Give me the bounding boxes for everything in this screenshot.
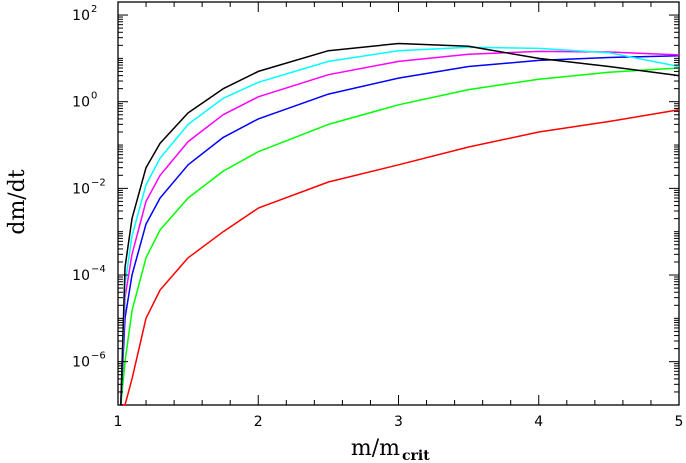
y-tick-label: 10 bbox=[72, 8, 90, 24]
y-axis-title: dm/dt bbox=[5, 169, 30, 234]
series-line-3 bbox=[120, 50, 680, 406]
x-axis-title-main: m/m bbox=[351, 436, 400, 461]
series-line-1 bbox=[120, 67, 680, 406]
series-line-0 bbox=[120, 109, 680, 406]
y-tick-label: 10 bbox=[72, 181, 90, 197]
x-axis-title: m/m bbox=[351, 436, 400, 461]
x-tick-label: 1 bbox=[114, 414, 123, 430]
y-tick-label: 10 bbox=[72, 95, 90, 111]
y-tick-label: 10 bbox=[72, 268, 90, 284]
y-tick-exponent: −2 bbox=[91, 177, 106, 188]
series-line-5 bbox=[120, 42, 680, 406]
x-tick-label: 4 bbox=[534, 414, 543, 430]
plot-area bbox=[117, 1, 680, 406]
ticks-layer bbox=[117, 1, 680, 406]
series-layer bbox=[120, 42, 680, 406]
y-tick-exponent: −4 bbox=[91, 264, 106, 275]
y-tick-label: 10 bbox=[72, 355, 90, 371]
x-tick-label: 3 bbox=[394, 414, 403, 430]
x-tick-label: 2 bbox=[254, 414, 263, 430]
series-line-2 bbox=[120, 54, 680, 406]
x-tick-label: 5 bbox=[675, 414, 684, 430]
plot-frame bbox=[117, 1, 680, 406]
y-tick-exponent: 2 bbox=[91, 4, 97, 15]
series-line-4 bbox=[120, 46, 680, 406]
y-tick-exponent: −6 bbox=[91, 351, 106, 362]
y-tick-exponent: 0 bbox=[91, 91, 97, 102]
x-axis-title-sub: crit bbox=[402, 448, 430, 463]
